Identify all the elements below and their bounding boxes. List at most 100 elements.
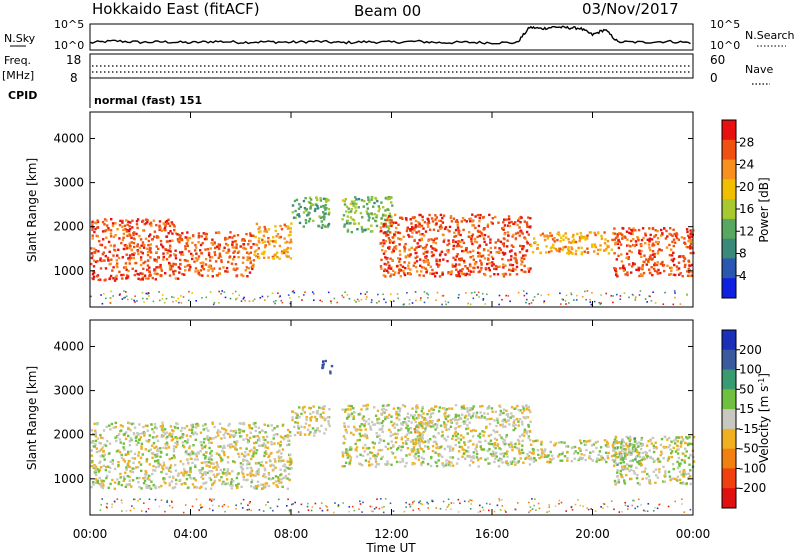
echo-cell: [258, 439, 261, 442]
echo-cell: [97, 468, 100, 471]
echo-cell: [240, 466, 243, 469]
echo-cell: [327, 199, 330, 202]
echo-cell: [642, 271, 646, 275]
echo-cell: [457, 511, 460, 513]
echo-cell: [168, 255, 171, 259]
echo-cell: [133, 252, 136, 255]
echo-cell: [258, 509, 261, 511]
echo-cell: [418, 213, 421, 217]
echo-cell: [623, 482, 627, 485]
echo-cell: [300, 503, 303, 506]
echo-cell: [122, 479, 125, 483]
echo-region: [530, 231, 615, 256]
echo-cell: [169, 464, 173, 467]
echo-cell: [209, 437, 213, 441]
echo-cell: [427, 218, 430, 221]
echo-cell: [630, 468, 633, 472]
echo-cell: [150, 238, 154, 241]
echo-cell: [640, 266, 643, 269]
echo-cell: [251, 267, 254, 271]
echo-cell: [247, 461, 250, 464]
echo-cell: [139, 436, 143, 439]
echo-cell: [120, 273, 123, 277]
echo-cell: [299, 433, 302, 436]
echo-cell: [525, 408, 528, 411]
echo-cell: [619, 461, 623, 465]
echo-cell: [437, 452, 440, 456]
echo-cell: [618, 451, 622, 454]
echo-cell: [611, 238, 614, 242]
echo-cell: [463, 448, 466, 452]
echo-cell: [129, 509, 132, 512]
echo-cell: [313, 434, 316, 437]
echo-cell: [211, 504, 214, 507]
echo-region: [90, 421, 293, 490]
echo-cell: [503, 442, 506, 446]
echo-cell: [410, 246, 413, 249]
echo-cell: [635, 477, 639, 480]
echo-cell: [378, 428, 381, 431]
echo-cell: [576, 294, 578, 297]
echo-cell: [96, 235, 100, 238]
echo-cell: [328, 211, 331, 214]
echo-cell: [314, 502, 317, 505]
echo-cell: [306, 428, 310, 431]
echo-cell: [178, 436, 182, 440]
echo-cell: [532, 299, 534, 302]
echo-cell: [208, 507, 211, 510]
echo-cell: [378, 507, 381, 510]
echo-cell: [410, 504, 412, 507]
echo-cell: [93, 247, 96, 250]
echo-cell: [160, 229, 164, 232]
echo-cell: [139, 498, 141, 500]
echo-cell: [152, 484, 155, 487]
echo-cell: [502, 425, 505, 428]
echo-cell: [194, 267, 198, 270]
echo-cell: [659, 453, 662, 457]
echo-cell: [234, 431, 238, 434]
echo-cell: [483, 233, 487, 237]
echo-cell: [116, 228, 119, 231]
echo-cell: [207, 461, 211, 464]
echo-cell: [613, 252, 616, 255]
echo-cell: [119, 472, 122, 476]
echo-cell: [624, 273, 627, 276]
echo-cell: [91, 221, 94, 225]
echo-cell: [403, 510, 406, 513]
echo-cell: [394, 213, 397, 217]
echo-cell: [180, 483, 183, 486]
echo-cell: [363, 424, 366, 428]
echo-cell: [510, 255, 513, 258]
echo-cell: [529, 420, 532, 423]
echo-cell: [250, 509, 252, 512]
echo-cell: [477, 291, 480, 294]
echo-cell: [321, 223, 324, 227]
echo-cell: [261, 238, 264, 242]
echo-cell: [526, 242, 529, 245]
echo-cell: [362, 415, 365, 418]
echo-cell: [160, 499, 163, 501]
echo-cell: [414, 219, 418, 223]
echo-cell: [165, 431, 168, 434]
echo-cell: [572, 241, 575, 244]
echo-cell: [491, 217, 494, 220]
echo-cell: [384, 240, 388, 243]
echo-cell: [125, 230, 129, 233]
echo-cell: [296, 431, 300, 434]
echo-cell: [550, 234, 553, 237]
echo-cell: [179, 258, 182, 262]
echo-cell: [435, 446, 438, 449]
echo-cell: [429, 419, 432, 423]
echo-cell: [502, 263, 505, 266]
echo-cell: [389, 430, 392, 434]
echo-cell: [638, 483, 641, 486]
echo-cell: [638, 498, 640, 501]
echo-cell: [525, 230, 529, 234]
echo-cell: [183, 427, 187, 430]
echo-cell: [387, 462, 390, 465]
echo-cell: [661, 260, 664, 264]
echo-cell: [502, 452, 505, 455]
echo-cell: [122, 228, 125, 232]
echo-cell: [117, 481, 121, 484]
echo-cell: [322, 407, 325, 411]
